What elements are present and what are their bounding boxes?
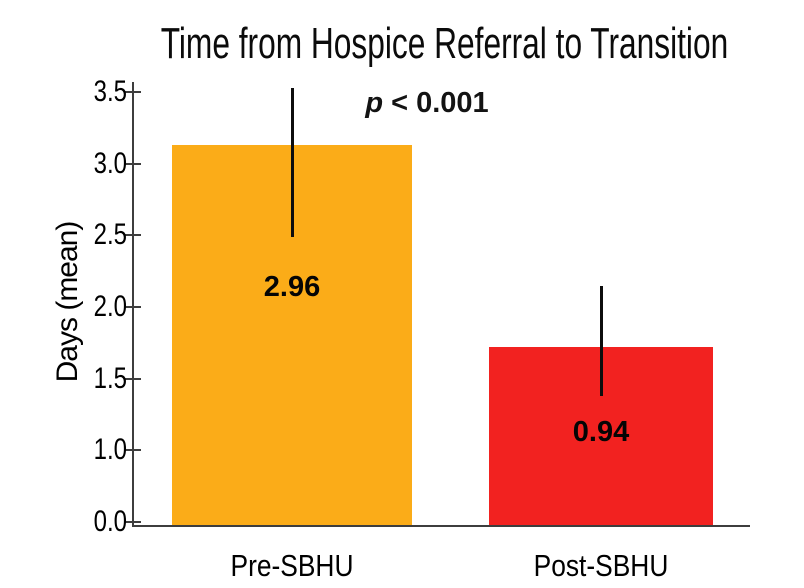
bar-value-label: 0.94 — [572, 416, 630, 448]
error-bar-post-sbhu — [599, 285, 603, 396]
y-tick-label: 1.5 — [93, 361, 127, 395]
error-bar-pre-sbhu — [290, 87, 294, 237]
bar-value-label: 2.96 — [263, 271, 321, 303]
y-tick-label: 2.5 — [93, 218, 127, 252]
y-axis-line — [132, 82, 134, 527]
y-tick-label: 3.0 — [93, 146, 127, 180]
p-symbol: p — [365, 87, 384, 119]
x-tick-label-pre-sbhu: Pre-SBHU — [230, 548, 354, 583]
y-tick-label: 2.0 — [93, 290, 127, 323]
y-tick-label: 0.0 — [93, 505, 127, 538]
y-tick-label: 1.0 — [93, 433, 127, 467]
p-value-text: < 0.001 — [383, 87, 489, 119]
chart-title: Time from Hospice Referral to Transition — [160, 19, 729, 68]
y-tick-label: 3.5 — [93, 75, 127, 108]
x-axis-line — [132, 525, 750, 527]
p-value-annotation: p < 0.001 — [277, 87, 577, 119]
x-tick-label-post-sbhu: Post-SBHU — [533, 548, 669, 583]
